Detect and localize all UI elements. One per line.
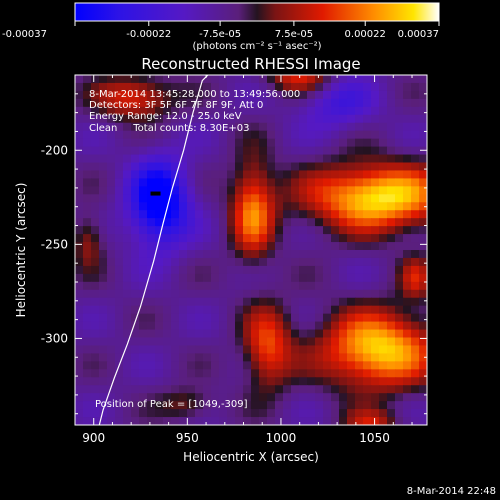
annotation-clean-counts: Clean Total counts: 8.30E+03	[89, 123, 249, 134]
heatmap-image	[75, 75, 427, 425]
solar-limb-line	[98, 75, 209, 425]
colorbar-tick-label: -0.00022	[126, 29, 171, 40]
y-tick-label: -200	[41, 143, 68, 157]
colorbar-tick-label: 0.00037	[398, 29, 439, 40]
colorbar-tick-label: 0.00022	[345, 29, 386, 40]
y-axis-ticks: -200 -250 -300	[41, 93, 427, 415]
footer-timestamp: 8-Mar-2014 22:48	[407, 486, 496, 497]
y-tick-label: -250	[41, 237, 68, 251]
annotation-energy-range: Energy Range: 12.0 - 25.0 keV	[89, 111, 242, 122]
y-axis-label: Heliocentric Y (arcsec)	[14, 183, 28, 318]
colorbar-ticks: -0.00037 -0.00022 -7.5e-05 7.5e-05 0.00022 0.…	[2, 21, 440, 40]
colorbar-tick-label: 7.5e-05	[275, 29, 313, 40]
x-axis-ticks: 900 950 1000 1050	[82, 75, 413, 445]
x-axis-label: Heliocentric X (arcsec)	[183, 450, 319, 464]
annotation-detectors: Detectors: 3F 5F 6F 7F 8F 9F, Att 0	[89, 100, 263, 111]
colorbar-unit: (photons cm⁻² s⁻¹ asec⁻²)	[192, 41, 321, 52]
plot-frame	[74, 74, 428, 426]
x-tick-label: 1050	[359, 431, 390, 445]
y-tick-label: -300	[41, 331, 68, 345]
peak-position-label: Position of Peak = [1049,-309]	[95, 399, 248, 410]
x-tick-label: 1000	[266, 431, 297, 445]
x-tick-label: 950	[176, 431, 199, 445]
chart-title: Reconstructed RHESSI Image	[141, 55, 360, 73]
x-tick-label: 900	[82, 431, 105, 445]
colorbar-tick-label: -0.00037	[2, 29, 47, 40]
colorbar	[74, 2, 440, 22]
peak-marker	[150, 191, 161, 196]
colorbar-tick-label: -7.5e-05	[199, 29, 241, 40]
annotation-time-range: 8-Mar-2014 13:45:28.000 to 13:49:56.000	[89, 89, 300, 100]
